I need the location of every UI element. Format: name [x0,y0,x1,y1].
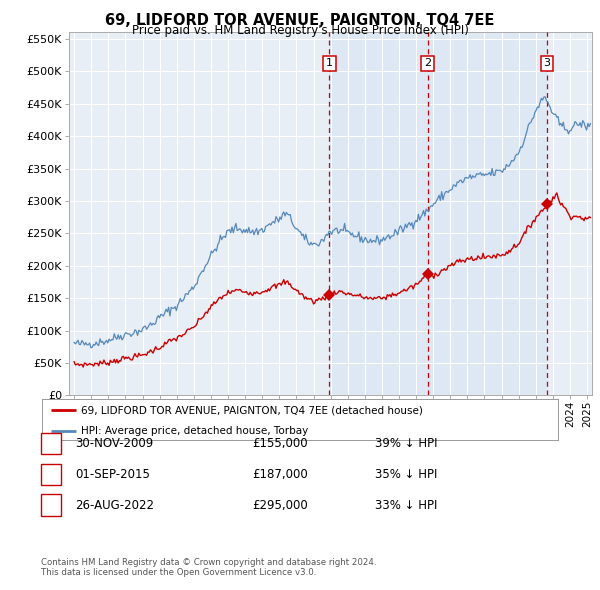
Text: 69, LIDFORD TOR AVENUE, PAIGNTON, TQ4 7EE (detached house): 69, LIDFORD TOR AVENUE, PAIGNTON, TQ4 7E… [80,405,422,415]
Text: 35% ↓ HPI: 35% ↓ HPI [375,468,437,481]
Bar [329,32,547,395]
Text: Price paid vs. HM Land Registry's House Price Index (HPI): Price paid vs. HM Land Registry's House … [131,24,469,37]
Text: HPI: Average price, detached house, Torbay: HPI: Average price, detached house, Torb… [80,426,308,436]
Text: 01-SEP-2015: 01-SEP-2015 [75,468,150,481]
Text: 2: 2 [424,58,431,68]
Text: 33% ↓ HPI: 33% ↓ HPI [375,499,437,512]
Text: £155,000: £155,000 [252,437,308,450]
Text: £295,000: £295,000 [252,499,308,512]
Text: 69, LIDFORD TOR AVENUE, PAIGNTON, TQ4 7EE: 69, LIDFORD TOR AVENUE, PAIGNTON, TQ4 7E… [106,13,494,28]
Text: 2: 2 [47,468,55,481]
Text: 30-NOV-2009: 30-NOV-2009 [75,437,153,450]
Text: 3: 3 [47,499,55,512]
Text: 3: 3 [544,58,550,68]
Text: 39% ↓ HPI: 39% ↓ HPI [375,437,437,450]
Text: £187,000: £187,000 [252,468,308,481]
Text: 1: 1 [326,58,333,68]
Text: 26-AUG-2022: 26-AUG-2022 [75,499,154,512]
Text: 1: 1 [47,437,55,450]
Text: Contains HM Land Registry data © Crown copyright and database right 2024.
This d: Contains HM Land Registry data © Crown c… [41,558,376,577]
